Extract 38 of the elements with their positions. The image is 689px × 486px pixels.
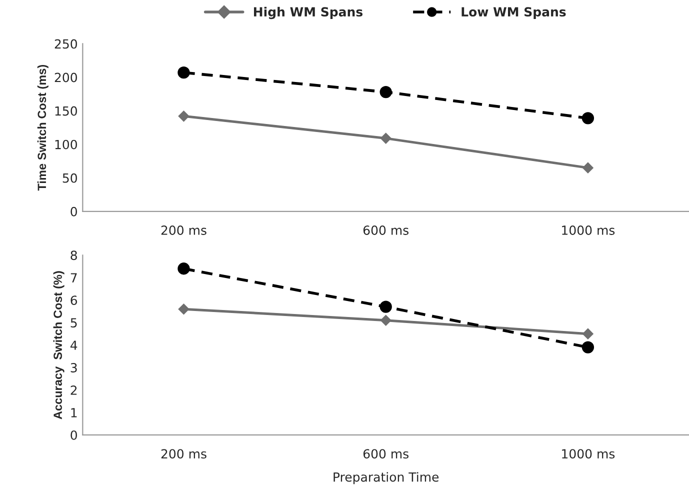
legend-label: Low WM Spans [462, 7, 566, 19]
x-tick-label: 200 ms [161, 449, 206, 459]
point [178, 66, 190, 79]
point [178, 304, 190, 315]
x-tick-label: 600 ms [363, 226, 408, 235]
y-tick-label: 5 [70, 318, 77, 328]
y-tick-label: 8 [70, 250, 77, 260]
x-tick-label: 1000 ms [562, 226, 615, 235]
y-axis-title: Time Switch Cost (ms) [37, 64, 48, 191]
point [380, 86, 392, 98]
x-axis-title: Preparation Time [334, 472, 439, 484]
point [178, 262, 190, 275]
y-axis-title: Accuracy Switch Cost (%) [53, 271, 64, 420]
y-tick-label: 4 [70, 340, 78, 350]
point [582, 341, 594, 354]
point [380, 314, 392, 326]
x-tick-label: 600 ms [363, 449, 408, 459]
point [380, 132, 392, 144]
y-tick-label: 100 [55, 140, 77, 150]
x-tick-label: 200 ms [161, 226, 206, 235]
y-tick-label: 6 [70, 296, 78, 306]
y-tick-label: 3 [70, 363, 77, 372]
point [582, 162, 594, 174]
point [582, 328, 594, 340]
y-tick-label: 0 [70, 206, 77, 216]
y-tick-label: 2 [70, 385, 77, 395]
y-tick-label: 150 [55, 106, 77, 116]
y-tick-label: 7 [70, 273, 77, 282]
point [582, 112, 594, 124]
point [380, 300, 392, 313]
y-tick-label: 50 [62, 173, 77, 183]
y-tick-label: 250 [54, 39, 77, 49]
y-tick-label: 200 [54, 72, 77, 82]
legend-label: High WM Spans [254, 6, 362, 20]
y-tick-label: 1 [71, 408, 77, 418]
point [178, 110, 190, 122]
x-tick-label: 1000 ms [562, 449, 615, 459]
y-tick-label: 0 [70, 430, 77, 440]
